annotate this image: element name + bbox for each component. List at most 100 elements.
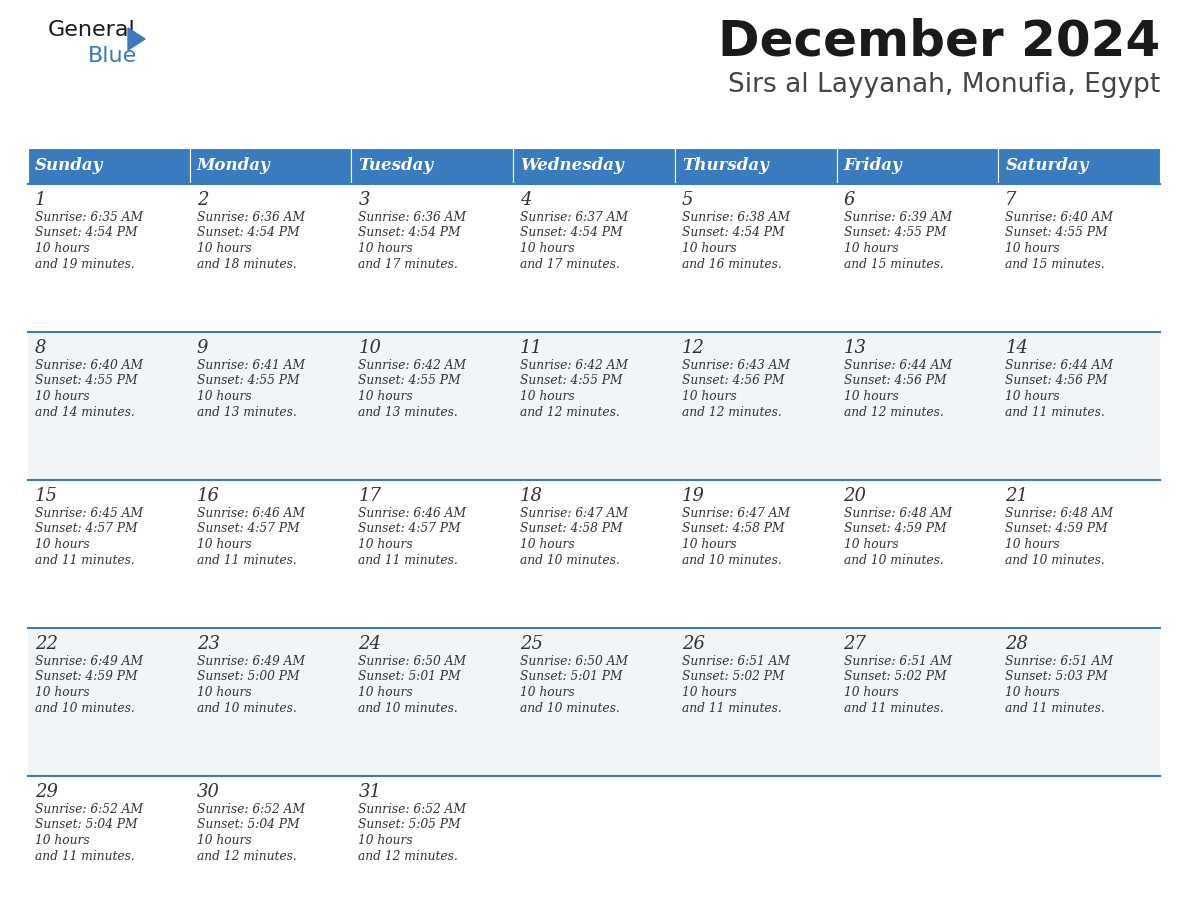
Text: 10 hours: 10 hours <box>34 538 89 551</box>
Text: Sunrise: 6:52 AM: Sunrise: 6:52 AM <box>359 803 467 816</box>
Bar <box>836 148 998 184</box>
Text: Sunset: 4:56 PM: Sunset: 4:56 PM <box>1005 375 1107 387</box>
Text: General: General <box>48 20 135 40</box>
Text: Sunset: 4:58 PM: Sunset: 4:58 PM <box>520 522 623 535</box>
Text: 25: 25 <box>520 635 543 653</box>
Text: and 14 minutes.: and 14 minutes. <box>34 406 134 419</box>
Text: 18: 18 <box>520 487 543 505</box>
Text: Sunset: 4:58 PM: Sunset: 4:58 PM <box>682 522 784 535</box>
Text: Thursday: Thursday <box>682 158 769 174</box>
Text: 10 hours: 10 hours <box>34 834 89 847</box>
Text: 9: 9 <box>197 339 208 357</box>
Text: and 10 minutes.: and 10 minutes. <box>843 554 943 566</box>
Text: 11: 11 <box>520 339 543 357</box>
Text: and 12 minutes.: and 12 minutes. <box>843 406 943 419</box>
Polygon shape <box>128 28 145 50</box>
Text: Sunset: 4:54 PM: Sunset: 4:54 PM <box>682 227 784 240</box>
Text: Sunrise: 6:39 AM: Sunrise: 6:39 AM <box>843 211 952 224</box>
Text: 19: 19 <box>682 487 704 505</box>
Text: 7: 7 <box>1005 191 1017 209</box>
Text: Sunset: 4:54 PM: Sunset: 4:54 PM <box>359 227 461 240</box>
Text: Sunset: 5:01 PM: Sunset: 5:01 PM <box>520 670 623 684</box>
Text: 10 hours: 10 hours <box>682 390 737 403</box>
Text: 10 hours: 10 hours <box>843 686 898 699</box>
Text: and 12 minutes.: and 12 minutes. <box>682 406 782 419</box>
Bar <box>29 332 1159 480</box>
Text: 6: 6 <box>843 191 855 209</box>
Text: Sunrise: 6:36 AM: Sunrise: 6:36 AM <box>359 211 467 224</box>
Text: 10 hours: 10 hours <box>34 242 89 255</box>
Text: Sunset: 4:59 PM: Sunset: 4:59 PM <box>1005 522 1107 535</box>
Text: 15: 15 <box>34 487 58 505</box>
Text: Sunrise: 6:35 AM: Sunrise: 6:35 AM <box>34 211 143 224</box>
Text: and 10 minutes.: and 10 minutes. <box>1005 554 1105 566</box>
Text: 10 hours: 10 hours <box>520 538 575 551</box>
Text: Sunset: 4:55 PM: Sunset: 4:55 PM <box>843 227 946 240</box>
Text: and 11 minutes.: and 11 minutes. <box>1005 701 1105 714</box>
Text: and 11 minutes.: and 11 minutes. <box>843 701 943 714</box>
Text: 1: 1 <box>34 191 46 209</box>
Text: Sunset: 4:54 PM: Sunset: 4:54 PM <box>34 227 138 240</box>
Text: Sunset: 4:56 PM: Sunset: 4:56 PM <box>682 375 784 387</box>
Text: 14: 14 <box>1005 339 1029 357</box>
Text: 10 hours: 10 hours <box>197 538 252 551</box>
Text: 10 hours: 10 hours <box>1005 242 1060 255</box>
Text: Sunset: 4:57 PM: Sunset: 4:57 PM <box>34 522 138 535</box>
Text: and 11 minutes.: and 11 minutes. <box>34 849 134 863</box>
Text: 23: 23 <box>197 635 220 653</box>
Text: 13: 13 <box>843 339 866 357</box>
Text: Sunrise: 6:45 AM: Sunrise: 6:45 AM <box>34 507 143 520</box>
Text: Sunset: 4:59 PM: Sunset: 4:59 PM <box>843 522 946 535</box>
Text: Sunset: 5:02 PM: Sunset: 5:02 PM <box>682 670 784 684</box>
Text: and 11 minutes.: and 11 minutes. <box>1005 406 1105 419</box>
Text: 10 hours: 10 hours <box>197 834 252 847</box>
Text: 22: 22 <box>34 635 58 653</box>
Text: Sunset: 5:00 PM: Sunset: 5:00 PM <box>197 670 299 684</box>
Text: Sunrise: 6:52 AM: Sunrise: 6:52 AM <box>34 803 143 816</box>
Text: and 11 minutes.: and 11 minutes. <box>197 554 297 566</box>
Text: Sunrise: 6:44 AM: Sunrise: 6:44 AM <box>843 359 952 372</box>
Text: Wednesday: Wednesday <box>520 158 624 174</box>
Text: and 11 minutes.: and 11 minutes. <box>359 554 459 566</box>
Text: 20: 20 <box>843 487 866 505</box>
Text: Sunset: 5:04 PM: Sunset: 5:04 PM <box>197 819 299 832</box>
Text: Sunset: 4:55 PM: Sunset: 4:55 PM <box>34 375 138 387</box>
Text: Sunset: 5:04 PM: Sunset: 5:04 PM <box>34 819 138 832</box>
Text: 10 hours: 10 hours <box>520 686 575 699</box>
Text: 4: 4 <box>520 191 532 209</box>
Text: 10 hours: 10 hours <box>1005 390 1060 403</box>
Text: Sunset: 4:57 PM: Sunset: 4:57 PM <box>197 522 299 535</box>
Text: 10 hours: 10 hours <box>843 242 898 255</box>
Text: Sunrise: 6:50 AM: Sunrise: 6:50 AM <box>520 655 628 668</box>
Text: 3: 3 <box>359 191 369 209</box>
Text: and 12 minutes.: and 12 minutes. <box>359 849 459 863</box>
Text: Sunset: 5:03 PM: Sunset: 5:03 PM <box>1005 670 1107 684</box>
Text: 10 hours: 10 hours <box>359 390 413 403</box>
Text: and 11 minutes.: and 11 minutes. <box>682 701 782 714</box>
Text: Tuesday: Tuesday <box>359 158 434 174</box>
Text: 8: 8 <box>34 339 46 357</box>
Bar <box>29 184 1159 332</box>
Text: and 15 minutes.: and 15 minutes. <box>1005 258 1105 271</box>
Text: and 11 minutes.: and 11 minutes. <box>34 554 134 566</box>
Text: and 16 minutes.: and 16 minutes. <box>682 258 782 271</box>
Text: Sunset: 4:55 PM: Sunset: 4:55 PM <box>1005 227 1107 240</box>
Text: Sunrise: 6:40 AM: Sunrise: 6:40 AM <box>1005 211 1113 224</box>
Text: Sunrise: 6:48 AM: Sunrise: 6:48 AM <box>843 507 952 520</box>
Text: 10 hours: 10 hours <box>520 390 575 403</box>
Text: Sunset: 4:57 PM: Sunset: 4:57 PM <box>359 522 461 535</box>
Text: and 18 minutes.: and 18 minutes. <box>197 258 297 271</box>
Text: Sunset: 4:54 PM: Sunset: 4:54 PM <box>197 227 299 240</box>
Text: 10 hours: 10 hours <box>843 390 898 403</box>
Text: Sunrise: 6:51 AM: Sunrise: 6:51 AM <box>843 655 952 668</box>
Text: Sunrise: 6:46 AM: Sunrise: 6:46 AM <box>359 507 467 520</box>
Text: and 10 minutes.: and 10 minutes. <box>520 554 620 566</box>
Text: 16: 16 <box>197 487 220 505</box>
Bar <box>998 148 1159 184</box>
Text: 12: 12 <box>682 339 704 357</box>
Text: Sunset: 4:55 PM: Sunset: 4:55 PM <box>520 375 623 387</box>
Text: Sunrise: 6:36 AM: Sunrise: 6:36 AM <box>197 211 304 224</box>
Text: Sunrise: 6:42 AM: Sunrise: 6:42 AM <box>520 359 628 372</box>
Bar <box>29 480 1159 628</box>
Bar <box>29 776 1159 918</box>
